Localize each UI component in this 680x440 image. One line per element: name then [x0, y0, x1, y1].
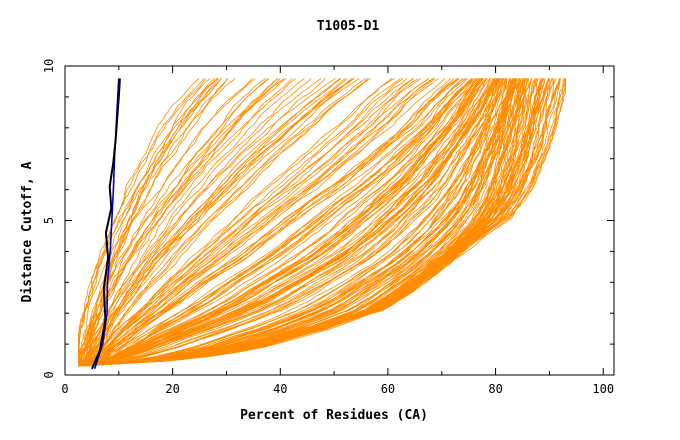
model-curve — [78, 78, 505, 367]
model-curve — [78, 78, 511, 367]
model-curve — [85, 78, 460, 367]
model-curve — [89, 78, 481, 367]
model-curve — [93, 78, 492, 367]
model-curve — [80, 78, 511, 367]
black-curve — [90, 78, 121, 370]
model-curve — [88, 78, 491, 367]
model-curve — [92, 78, 465, 367]
model-curve — [87, 78, 475, 367]
model-curve — [78, 78, 297, 366]
model-curve — [78, 78, 287, 366]
model-curve — [84, 78, 482, 367]
x-tick-label: 20 — [165, 382, 179, 396]
model-curve — [89, 78, 445, 367]
y-axis-label: Distance Cutoff, A — [20, 161, 35, 302]
x-tick-label: 80 — [488, 382, 502, 396]
model-curve — [78, 78, 215, 366]
y-tick-label: 5 — [42, 217, 56, 224]
model-curve — [81, 78, 516, 367]
model-curve — [83, 78, 322, 366]
model-curve — [85, 78, 222, 366]
x-tick-label: 60 — [381, 382, 395, 396]
x-tick-label: 0 — [61, 382, 68, 396]
model-curve — [86, 78, 371, 366]
model-curve — [86, 78, 419, 367]
model-curve — [78, 78, 205, 366]
model-curve — [91, 78, 473, 367]
model-curve — [89, 78, 415, 366]
model-curve — [78, 78, 517, 367]
model-curve — [85, 78, 484, 367]
model-curve — [80, 78, 566, 367]
x-tick-label: 100 — [592, 382, 614, 396]
model-curve — [94, 78, 487, 367]
x-tick-label: 40 — [273, 382, 287, 396]
model-curve — [85, 78, 473, 367]
model-curve — [79, 78, 550, 367]
model-curve — [87, 78, 502, 367]
model-curve — [83, 78, 402, 366]
model-curve — [88, 78, 524, 367]
model-curve — [78, 78, 217, 366]
model-curve — [83, 78, 408, 367]
model-curve — [86, 78, 499, 367]
model-curve — [80, 78, 326, 366]
chart-title: T1005-D1 — [317, 19, 380, 34]
model-curve — [91, 78, 496, 367]
model-curve — [78, 78, 413, 366]
model-curve — [87, 78, 561, 367]
model-curve — [78, 78, 505, 367]
model-curve — [83, 78, 229, 366]
model-curve — [79, 78, 355, 366]
y-tick-label: 0 — [42, 371, 56, 378]
model-curve — [95, 78, 467, 367]
model-curve — [82, 78, 507, 367]
model-curve — [84, 78, 341, 366]
model-curve — [85, 78, 496, 367]
model-curve — [84, 78, 460, 367]
model-curve — [82, 78, 498, 367]
model-curve — [89, 78, 459, 367]
model-curve — [78, 78, 543, 367]
x-axis-label: Percent of Residues (CA) — [240, 408, 428, 423]
y-tick-label: 10 — [42, 59, 56, 73]
model-curve — [88, 78, 517, 367]
model-curve — [78, 78, 422, 367]
model-curve — [88, 78, 395, 366]
model-curve — [87, 78, 499, 367]
model-curve — [89, 78, 434, 367]
model-curve — [82, 78, 501, 367]
model-curve — [84, 78, 458, 367]
model-curve — [86, 78, 500, 367]
model-curves — [78, 78, 566, 367]
model-curve — [81, 78, 434, 367]
highlight-curves — [90, 78, 121, 370]
model-curve — [78, 78, 510, 367]
model-curve — [87, 78, 496, 367]
model-curve — [78, 78, 429, 367]
model-curve — [81, 78, 346, 366]
model-curve — [79, 78, 256, 366]
model-curve — [87, 78, 480, 367]
model-curve — [90, 78, 497, 367]
model-curve — [78, 78, 515, 367]
model-curve — [87, 78, 478, 367]
model-curve — [82, 78, 451, 367]
model-curve — [81, 78, 522, 367]
model-curve — [88, 78, 507, 367]
model-curve — [80, 78, 348, 366]
axis-ticks: 0 20 40 60 80 100 0 5 10 — [42, 59, 614, 396]
model-curve — [92, 78, 508, 367]
model-curve — [78, 78, 517, 367]
model-curve — [83, 78, 482, 367]
model-curve — [78, 78, 270, 366]
